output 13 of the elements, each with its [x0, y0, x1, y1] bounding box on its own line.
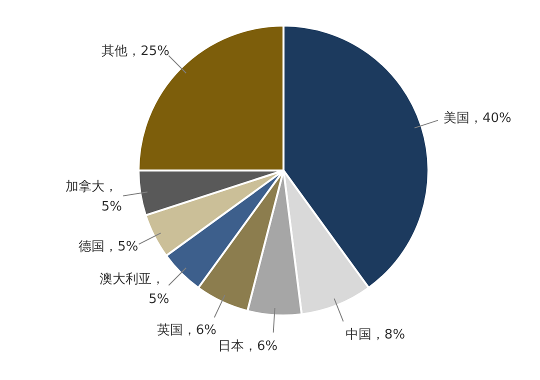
- data-label: ，5%: [104, 239, 138, 254]
- slice-label: 日本: [218, 338, 244, 354]
- data-label: ，25%: [128, 44, 170, 60]
- slice-label: 英国: [156, 323, 183, 338]
- data-label: ，6%: [182, 323, 217, 338]
- slice-label: 德国: [78, 239, 105, 254]
- slice-label: 其他: [102, 44, 128, 60]
- slice-label: 美国: [443, 110, 470, 126]
- data-label: ，6%: [244, 338, 278, 354]
- slice-label: 澳大利亚: [100, 272, 152, 287]
- slice-label: 中国: [345, 327, 372, 342]
- data-label: ，40%: [469, 111, 512, 126]
- data-label: ，8%: [371, 327, 406, 342]
